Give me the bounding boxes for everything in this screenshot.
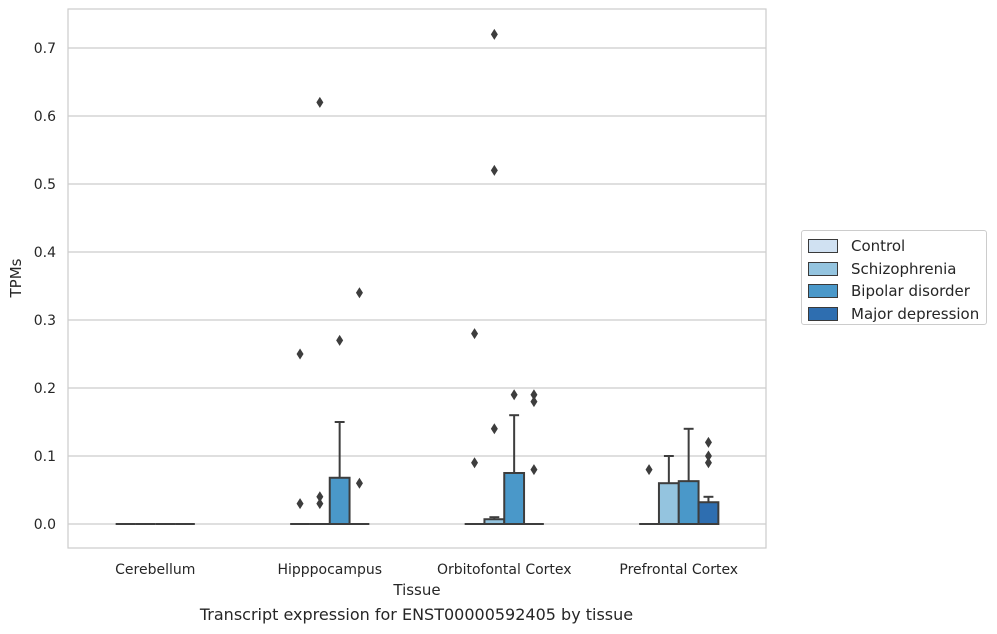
- legend-swatch: [808, 306, 838, 321]
- legend-swatch: [808, 239, 838, 254]
- box-schizophrenia: [483, 28, 506, 525]
- x-tick-label: Prefrontal Cortex: [619, 562, 738, 578]
- box-major-depression: [349, 287, 370, 525]
- legend-swatch: [808, 261, 838, 276]
- legend-item: Control: [808, 235, 986, 258]
- box-body: [328, 476, 351, 526]
- outlier-point: [704, 450, 712, 462]
- legend-item: Major depression: [808, 303, 986, 326]
- outlier-point: [316, 96, 324, 108]
- plot-frame: [67, 8, 767, 549]
- outlier-point: [471, 328, 479, 340]
- outlier-point: [316, 498, 324, 510]
- outlier-point: [510, 389, 518, 401]
- legend-item: Bipolar disorder: [808, 280, 986, 303]
- outlier-point: [355, 477, 363, 489]
- box-bipolar-disorder: [503, 389, 526, 525]
- y-tick-label: 0.6: [34, 109, 56, 125]
- outlier-point: [530, 396, 538, 408]
- outlier-point: [490, 423, 498, 435]
- x-axis-label: Tissue: [392, 581, 440, 599]
- box-body: [503, 472, 526, 525]
- box-body: [677, 480, 700, 526]
- box-schizophrenia: [309, 96, 330, 525]
- outlier-point: [704, 457, 712, 469]
- outlier-point: [530, 389, 538, 401]
- box-major-depression: [524, 389, 544, 525]
- x-tick-labels: Cerebellum Hipppocampus Orbitofontal Corte…: [115, 562, 738, 578]
- outlier-point: [316, 491, 324, 503]
- y-axis-label: TPMs: [7, 258, 25, 298]
- y-tick-label: 0.1: [34, 449, 56, 465]
- box-body: [697, 501, 720, 525]
- outlier-point: [490, 164, 498, 176]
- plot-marks: [115, 28, 720, 526]
- outlier-point: [704, 436, 712, 448]
- y-tick-label: 0.5: [34, 177, 56, 193]
- box-body: [657, 482, 680, 526]
- box-major-depression: [697, 436, 720, 525]
- outlier-point: [530, 464, 538, 476]
- outlier-point: [296, 348, 304, 360]
- box-schizophrenia: [657, 455, 680, 526]
- y-tick-label: 0.0: [34, 517, 56, 533]
- y-tick-labels: 0.0 0.1 0.2 0.3 0.4 0.5 0.6 0.7: [34, 41, 56, 533]
- legend: Control Schizophrenia Bipolar disorder Majo…: [801, 230, 987, 325]
- outlier-point: [490, 28, 498, 40]
- y-tick-label: 0.3: [34, 313, 56, 329]
- grid-lines: [68, 47, 766, 525]
- box-control: [639, 464, 659, 525]
- x-tick-label: Orbitofontal Cortex: [437, 562, 572, 578]
- legend-item: Schizophrenia: [808, 258, 986, 281]
- legend-label: Control: [851, 237, 906, 256]
- chart-caption: Transcript expression for ENST0000059240…: [199, 605, 634, 624]
- box-bipolar-disorder: [677, 427, 700, 526]
- legend-label: Schizophrenia: [851, 259, 957, 278]
- box-control: [290, 348, 310, 525]
- legend-swatch: [808, 284, 838, 299]
- outlier-point: [296, 498, 304, 510]
- box-bipolar-disorder: [328, 334, 351, 526]
- outlier-point: [336, 334, 344, 346]
- y-tick-label: 0.7: [34, 41, 56, 57]
- outlier-point: [355, 287, 363, 299]
- y-tick-label: 0.2: [34, 381, 56, 397]
- legend-label: Major depression: [851, 304, 980, 323]
- box-control: [464, 328, 485, 525]
- x-tick-label: Hipppocampus: [277, 562, 382, 578]
- y-tick-label: 0.4: [34, 245, 56, 261]
- legend-label: Bipolar disorder: [851, 282, 970, 301]
- outlier-point: [645, 464, 653, 476]
- x-tick-label: Cerebellum: [115, 562, 195, 578]
- outlier-point: [471, 457, 479, 469]
